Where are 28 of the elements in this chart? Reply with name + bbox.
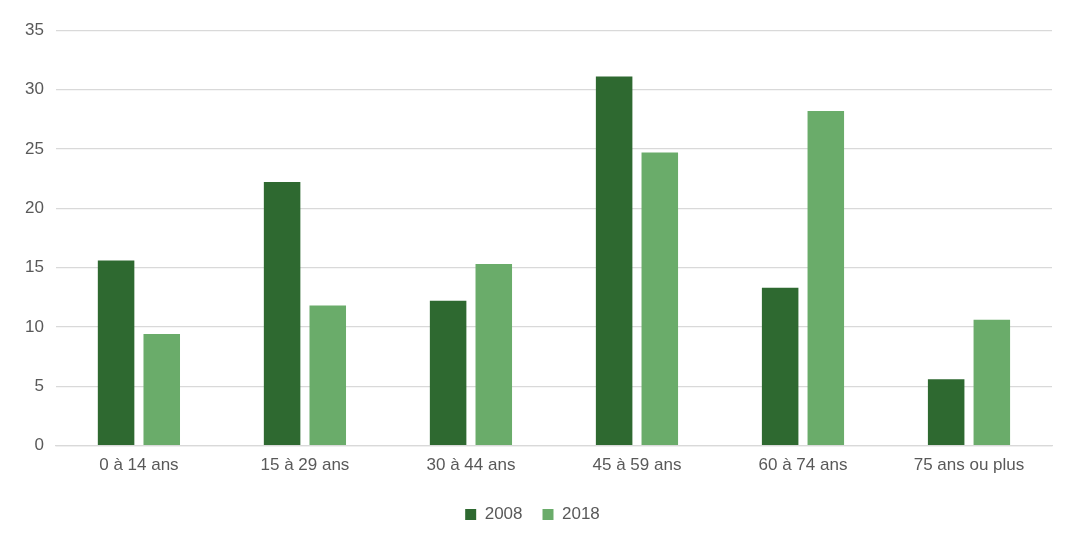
y-tick-label: 10: [24, 316, 44, 336]
y-tick-label: 25: [24, 138, 44, 158]
bar: [973, 319, 1011, 445]
legend-label: 2018: [562, 504, 600, 524]
bar: [475, 264, 513, 445]
bar: [641, 152, 679, 445]
x-tick-label: 30 à 44 ans: [426, 455, 516, 475]
x-tick-label: 60 à 74 ans: [758, 455, 848, 475]
bar: [761, 287, 799, 445]
bar: [595, 76, 633, 445]
y-tick-label: 5: [34, 375, 44, 395]
y-tick-label: 20: [24, 197, 44, 217]
bar: [143, 334, 181, 445]
x-tick-label: 0 à 14 ans: [99, 455, 179, 475]
bar: [263, 182, 301, 445]
x-tick-label: 15 à 29 ans: [260, 455, 350, 475]
bar: [97, 260, 135, 445]
legend-label: 2008: [484, 504, 523, 524]
bar: [807, 110, 845, 445]
y-tick-label: 30: [24, 79, 44, 99]
bar: [927, 379, 965, 445]
y-tick-label: 35: [24, 19, 44, 39]
bar: [309, 305, 347, 445]
bar: [429, 300, 467, 445]
y-tick-label: 15: [24, 257, 44, 277]
x-tick-label: 75 ans ou plus: [913, 455, 1025, 475]
x-tick-label: 45 à 59 ans: [592, 455, 682, 475]
y-tick-label: 0: [34, 435, 44, 455]
